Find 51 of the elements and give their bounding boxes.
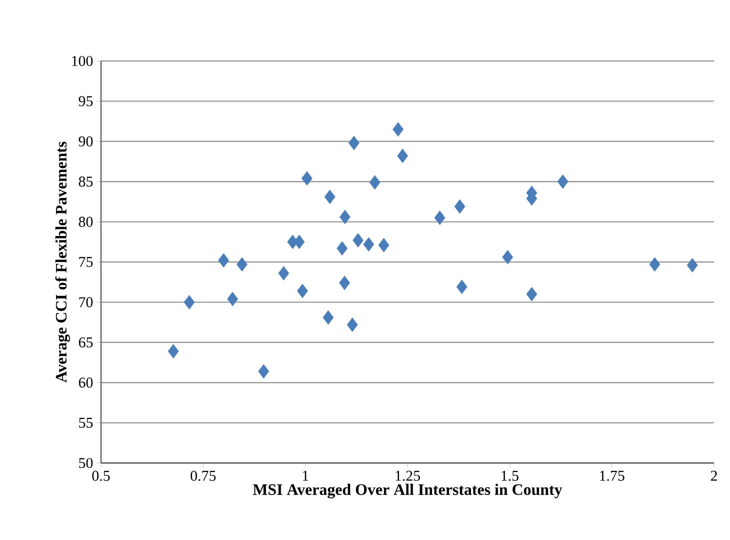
- point: [346, 318, 358, 332]
- point: [348, 136, 360, 150]
- point: [340, 210, 350, 224]
- point: [297, 284, 308, 298]
- x-tick-label: 0.75: [190, 470, 216, 481]
- point: [302, 171, 312, 186]
- point: [686, 258, 698, 272]
- point: [456, 280, 468, 294]
- y-tick-label: 60: [78, 378, 93, 388]
- y-tick-label: 95: [78, 96, 93, 106]
- point: [397, 148, 408, 164]
- point: [454, 199, 466, 214]
- y-tick-label: 55: [79, 418, 93, 428]
- point: [363, 237, 374, 252]
- x-tick-label: 0.5: [92, 470, 110, 481]
- y-tick-label: 85: [78, 176, 93, 187]
- point: [502, 250, 514, 264]
- point: [339, 276, 350, 290]
- point: [392, 122, 404, 137]
- point: [526, 286, 538, 302]
- x-tick-label: 1.75: [600, 470, 624, 481]
- point: [649, 257, 660, 272]
- point: [336, 241, 348, 256]
- point: [218, 253, 230, 268]
- y-tick-label: 90: [78, 136, 93, 146]
- x-tick-label: 1: [302, 470, 308, 481]
- y-axis-title: Average CCI of Flexible Pavements: [55, 142, 70, 383]
- point: [352, 233, 364, 248]
- point: [184, 295, 195, 310]
- point: [322, 310, 334, 325]
- y-tick-label: 80: [78, 216, 93, 227]
- point: [324, 190, 336, 204]
- point: [168, 344, 179, 358]
- point: [278, 266, 290, 280]
- y-tick-label: 65: [78, 337, 93, 348]
- y-tick-label: 70: [79, 297, 93, 308]
- y-tick-label: 100: [72, 56, 93, 66]
- y-tick-label: 50: [79, 458, 93, 468]
- x-axis-title: MSI Averaged Over All Interstates in County: [252, 484, 562, 498]
- x-tick-label: 1.25: [396, 470, 420, 481]
- x-tick-label: 1.5: [502, 470, 518, 481]
- point: [236, 257, 248, 272]
- point: [294, 234, 305, 250]
- x-tick-label: 2: [710, 470, 717, 481]
- point: [258, 364, 270, 379]
- y-tick-label: 75: [79, 257, 93, 267]
- point: [378, 238, 390, 252]
- point: [369, 175, 380, 190]
- point: [227, 292, 238, 306]
- point: [434, 210, 446, 225]
- point: [557, 174, 568, 189]
